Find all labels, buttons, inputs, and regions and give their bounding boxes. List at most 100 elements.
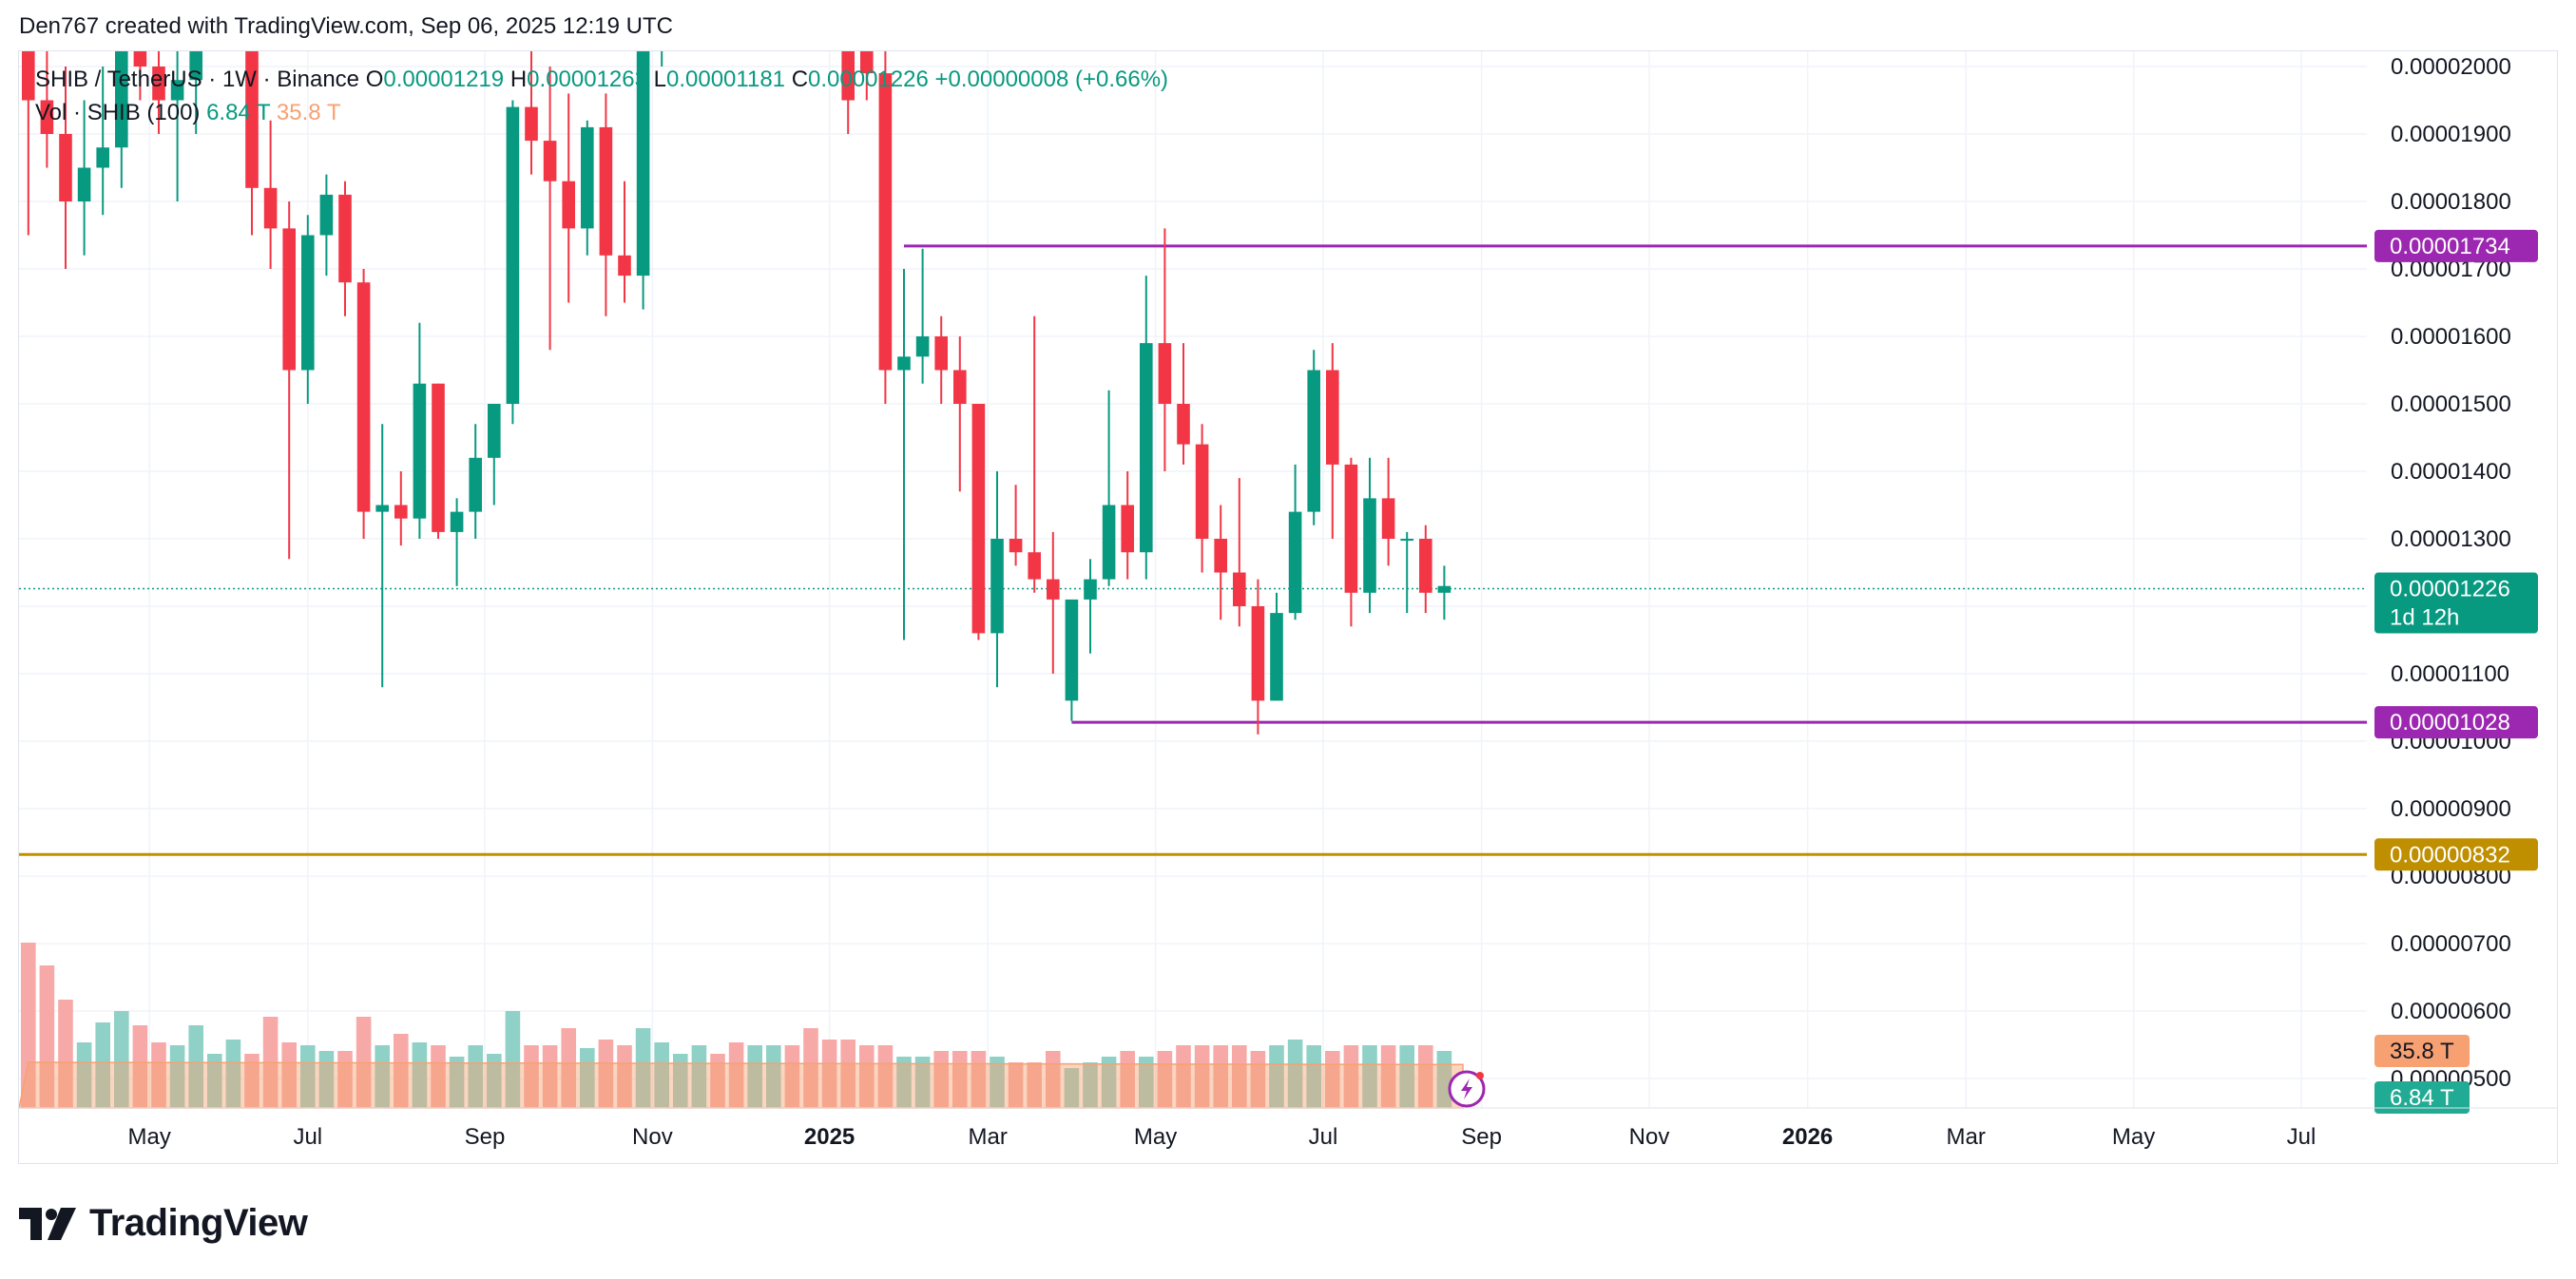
volume-bar: [1269, 1045, 1284, 1108]
volume-bar: [1343, 1045, 1359, 1108]
legend-high: 0.00001263: [527, 67, 647, 92]
candle-body: [506, 106, 520, 404]
level-price-badge: [2374, 838, 2538, 871]
candle-body: [1121, 505, 1134, 553]
volume-ma-badge: [2374, 1035, 2470, 1067]
lightning-dot-icon: [1476, 1072, 1484, 1079]
candle-body: [860, 51, 874, 74]
volume-bar: [990, 1057, 1005, 1108]
volume-bar: [151, 1042, 166, 1108]
time-axis-label: May: [128, 1124, 171, 1150]
volume-bar: [1176, 1045, 1191, 1108]
lightning-glyph-icon: [1461, 1079, 1472, 1099]
candle-body: [96, 147, 109, 168]
level-price-badge: [2374, 229, 2538, 262]
volume-bar: [1139, 1057, 1154, 1108]
volume-bar: [1213, 1045, 1228, 1108]
volume-bar: [505, 1011, 521, 1108]
volume-bar: [375, 1045, 390, 1108]
candle-body: [915, 336, 930, 357]
legend-close-label: C: [791, 67, 809, 92]
candle-body: [897, 356, 911, 371]
legend-symbol: SHIB / TetherUS · 1W · Binance: [35, 67, 360, 92]
price-axis-label: 0.00001300: [2391, 526, 2511, 552]
volume-ma-text: 35.8 T: [2390, 1039, 2454, 1064]
volume-bar: [654, 1042, 669, 1108]
candle-body: [543, 141, 557, 181]
time-axis-label: Jul: [1309, 1124, 1338, 1150]
candle-body: [599, 126, 613, 256]
chart-frame[interactable]: 0.00000500 0.00000600 0.00000700 0.00000800…: [18, 50, 2558, 1164]
time-axis-label: Nov: [632, 1124, 673, 1150]
tradingview-logo-icon: [19, 1207, 78, 1240]
candle-body: [1084, 579, 1097, 600]
legend-low-label: L: [653, 67, 666, 92]
volume-bar: [747, 1045, 762, 1108]
volume-bar: [1306, 1045, 1321, 1108]
volume-bar: [1008, 1062, 1024, 1108]
volume-bar: [21, 943, 36, 1108]
candle-body: [450, 511, 464, 532]
volume-bar: [449, 1057, 465, 1108]
volume-bar: [1399, 1045, 1414, 1108]
legend-volume-ma: 35.8 T: [276, 100, 341, 125]
legend-volume-label: Vol · SHIB (100): [35, 100, 201, 125]
candle-body: [636, 51, 650, 277]
legend-open-label: O: [365, 67, 384, 92]
volume-bar: [691, 1045, 707, 1108]
price-axis-label: 0.00000900: [2391, 796, 2511, 822]
price-axis-label: 0.00001400: [2391, 459, 2511, 485]
volume-bar: [225, 1040, 241, 1108]
volume-bar: [952, 1051, 968, 1108]
candle-body: [953, 370, 967, 404]
current-price-countdown: 1d 12h: [2390, 605, 2459, 631]
candle-body: [413, 383, 427, 519]
candle-body: [152, 67, 165, 101]
legend-low: 0.00001181: [666, 67, 786, 92]
volume-bar: [1157, 1051, 1173, 1108]
volume-bar: [784, 1045, 800, 1108]
volume-bar: [1232, 1045, 1247, 1108]
volume-bar: [244, 1054, 260, 1108]
price-axis-label: 0.00001900: [2391, 122, 2511, 147]
candle-body: [375, 505, 389, 512]
price-chart[interactable]: 0.000005000.000006000.000007000.00000800…: [19, 51, 2557, 1163]
candle-body: [1270, 613, 1283, 701]
volume-bar: [803, 1028, 818, 1108]
volume-bar: [1325, 1051, 1340, 1108]
time-axis-label: Nov: [1629, 1124, 1670, 1150]
candle-body: [1419, 539, 1432, 593]
candle-body: [1381, 498, 1395, 539]
volume-bar: [728, 1042, 744, 1108]
volume-bar: [971, 1051, 987, 1108]
volume-bar: [1083, 1062, 1098, 1108]
volume-bar: [114, 1011, 129, 1108]
volume-bar: [188, 1025, 203, 1108]
volume-bar: [840, 1040, 855, 1108]
level-price-text: 0.00001734: [2390, 234, 2510, 259]
candle-body: [525, 106, 538, 142]
candle-body: [1288, 511, 1302, 614]
candle-body: [170, 80, 184, 101]
legend-close: 0.00001226: [808, 67, 929, 92]
time-axis-label: May: [2112, 1124, 2155, 1150]
candle-body: [1307, 370, 1320, 512]
candle-body: [469, 457, 482, 512]
candle-body: [1177, 404, 1190, 445]
candle-body: [1326, 370, 1339, 465]
candle-body: [394, 505, 408, 519]
volume-bar: [337, 1051, 353, 1108]
volume-bar: [542, 1045, 558, 1108]
candle-body: [1400, 539, 1413, 541]
time-axis-label: Sep: [1461, 1124, 1502, 1150]
time-axis-label: 2025: [804, 1124, 855, 1150]
candle-body: [1437, 585, 1451, 593]
candle-body: [1158, 343, 1172, 404]
candle-body: [40, 100, 54, 134]
volume-bar: [933, 1051, 949, 1108]
price-axis-label: 0.00000700: [2391, 931, 2511, 957]
volume-bar: [169, 1045, 185, 1108]
tradingview-logo[interactable]: TradingView: [19, 1202, 308, 1245]
volume-bar: [1027, 1062, 1042, 1108]
volume-bar: [859, 1045, 875, 1108]
